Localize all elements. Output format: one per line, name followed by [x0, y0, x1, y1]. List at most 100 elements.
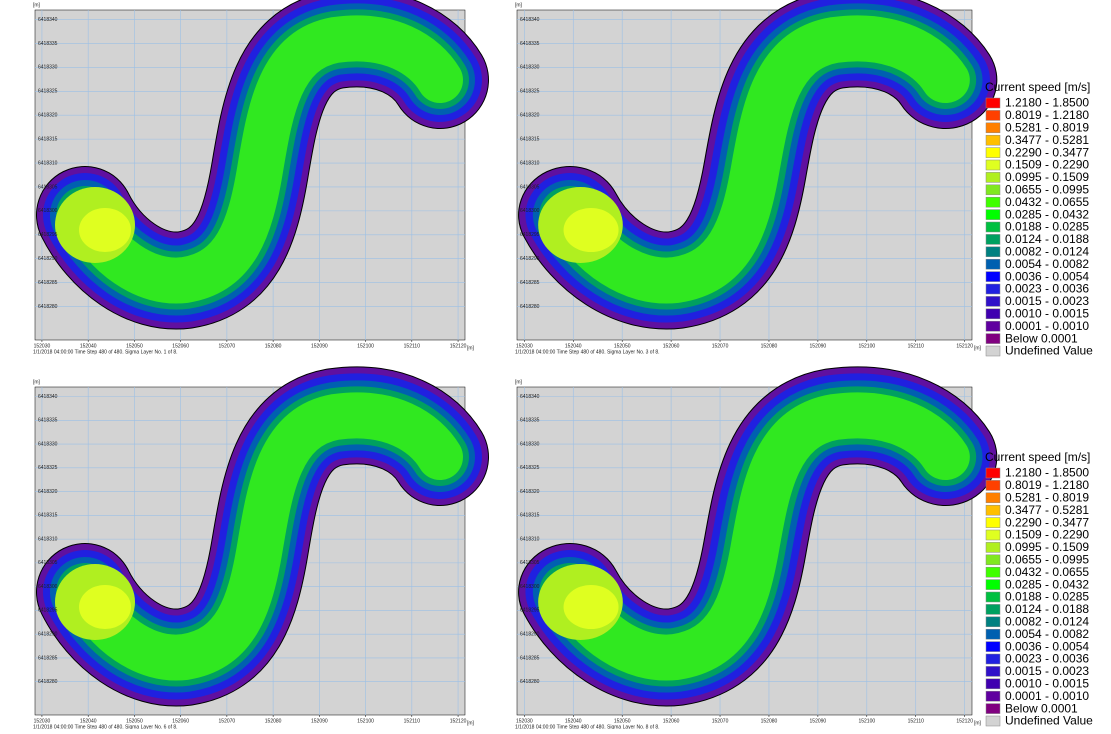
y-tick-label: 6418300	[520, 584, 540, 590]
legend-swatch	[986, 505, 1000, 515]
legend-swatch	[986, 160, 1000, 170]
y-tick-label: 6418325	[38, 89, 58, 95]
x-tick-label: 152070	[712, 718, 729, 724]
legend-swatch	[986, 210, 1000, 220]
legend-swatch	[986, 530, 1000, 540]
x-tick-label: 152090	[311, 343, 328, 349]
legend-swatch	[986, 704, 1000, 714]
y-tick-label: 6418315	[520, 513, 540, 519]
y-tick-label: 6418335	[38, 41, 58, 47]
legend-swatch	[986, 272, 1000, 282]
legend-swatch	[986, 197, 1000, 207]
y-unit: [m]	[515, 379, 523, 385]
y-tick-label: 6418310	[38, 536, 58, 542]
y-tick-label: 6418335	[520, 41, 540, 47]
x-tick-label: 152110	[404, 343, 421, 349]
legend-swatch	[986, 346, 1000, 356]
legend-swatch	[986, 284, 1000, 294]
x-tick-label: 152100	[357, 718, 374, 724]
legend-swatch	[986, 123, 1000, 133]
legend-swatch	[986, 691, 1000, 701]
y-tick-label: 6418340	[38, 394, 58, 400]
x-tick-label: 152070	[219, 718, 236, 724]
legend-swatch	[986, 654, 1000, 664]
legend-swatch	[986, 110, 1000, 120]
legend-swatch	[986, 580, 1000, 590]
footer: 1/1/2018 04:00:00 Time Step 480 of 480. …	[33, 349, 178, 355]
x-unit: [m]	[467, 345, 475, 351]
y-tick-label: 6418290	[520, 256, 540, 262]
y-tick-label: 6418280	[520, 304, 540, 310]
y-tick-label: 6418295	[38, 232, 58, 238]
y-tick-label: 6418315	[520, 136, 540, 142]
legend-swatch	[986, 629, 1000, 639]
y-tick-label: 6418330	[520, 65, 540, 71]
legend-swatch	[986, 259, 1000, 269]
y-tick-label: 6418320	[38, 113, 58, 119]
legend-swatch	[986, 296, 1000, 306]
x-tick-label: 152070	[712, 343, 729, 349]
y-unit: [m]	[33, 379, 41, 385]
y-tick-label: 6418325	[520, 465, 540, 471]
x-tick-label: 152120	[956, 718, 973, 724]
footer: 1/1/2018 04:00:00 Time Step 480 of 480. …	[33, 724, 178, 729]
x-tick-label: 152080	[265, 718, 282, 724]
legend-swatch	[986, 309, 1000, 319]
y-tick-label: 6418285	[38, 655, 58, 661]
x-unit: [m]	[974, 345, 982, 351]
y-tick-label: 6418330	[38, 65, 58, 71]
figure: 1520301520401520501520601520701520801520…	[0, 0, 1111, 729]
legend-swatch	[986, 642, 1000, 652]
y-tick-label: 6418290	[38, 256, 58, 262]
y-tick-label: 6418340	[520, 394, 540, 400]
x-tick-label: 152080	[761, 718, 778, 724]
legend-swatch	[986, 98, 1000, 108]
legend-swatch	[986, 247, 1000, 257]
y-tick-label: 6418280	[38, 679, 58, 685]
legend-swatch	[986, 321, 1000, 331]
y-tick-label: 6418290	[520, 632, 540, 638]
x-tick-label: 152090	[311, 718, 328, 724]
x-tick-label: 152090	[810, 343, 827, 349]
y-tick-label: 6418300	[38, 584, 58, 590]
y-tick-label: 6418315	[38, 136, 58, 142]
y-tick-label: 6418325	[38, 465, 58, 471]
footer: 1/1/2018 04:00:00 Time Step 480 of 480. …	[515, 724, 660, 729]
x-tick-label: 152110	[908, 718, 925, 724]
footer: 1/1/2018 04:00:00 Time Step 480 of 480. …	[515, 349, 660, 355]
x-tick-label: 152110	[404, 718, 421, 724]
y-unit: [m]	[33, 2, 41, 8]
y-tick-label: 6418320	[38, 489, 58, 495]
legend-swatch	[986, 567, 1000, 577]
legend-swatch	[986, 666, 1000, 676]
y-tick-label: 6418330	[520, 441, 540, 447]
y-tick-label: 6418300	[520, 208, 540, 214]
y-tick-label: 6418300	[38, 208, 58, 214]
y-tick-label: 6418310	[38, 160, 58, 166]
y-tick-label: 6418305	[38, 184, 58, 190]
x-tick-label: 152090	[810, 718, 827, 724]
legend-swatch	[986, 604, 1000, 614]
x-tick-label: 152060	[663, 343, 680, 349]
legend-swatch	[986, 679, 1000, 689]
y-tick-label: 6418280	[38, 304, 58, 310]
y-tick-label: 6418320	[520, 489, 540, 495]
legend-swatch	[986, 222, 1000, 232]
y-tick-label: 6418330	[38, 441, 58, 447]
x-unit: [m]	[467, 720, 475, 726]
x-tick-label: 152070	[219, 343, 236, 349]
y-tick-label: 6418310	[520, 536, 540, 542]
legend-swatch	[986, 234, 1000, 244]
x-tick-label: 152110	[908, 343, 925, 349]
legend-swatch	[986, 135, 1000, 145]
page: {"chart_data": [ {"type": "contour", "x_…	[0, 0, 1111, 734]
x-tick-label: 152120	[450, 718, 467, 724]
y-tick-label: 6418340	[38, 17, 58, 23]
legend-label: Undefined Value	[1005, 714, 1093, 728]
y-tick-label: 6418320	[520, 113, 540, 119]
x-tick-label: 152080	[265, 343, 282, 349]
y-tick-label: 6418305	[520, 184, 540, 190]
x-tick-label: 152080	[761, 343, 778, 349]
